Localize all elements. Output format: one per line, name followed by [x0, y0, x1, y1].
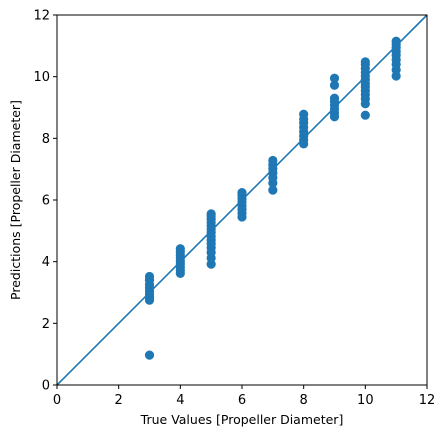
y-tick-label: 10: [33, 70, 50, 85]
y-tick-label: 2: [42, 317, 50, 332]
data-point: [329, 80, 340, 90]
data-point: [144, 350, 155, 360]
identity-reference-line: [56, 14, 428, 386]
y-tick-label: 8: [42, 132, 50, 147]
y-tick-label: 12: [33, 9, 50, 24]
data-point: [299, 109, 309, 119]
points-layer: [144, 36, 401, 360]
x-tick-label: 6: [238, 393, 246, 408]
data-point: [360, 110, 370, 120]
y-axis-ticks: 0 2 4 6 8 10 12: [33, 9, 57, 394]
data-point: [360, 57, 370, 67]
data-point: [268, 155, 278, 166]
x-tick-label: 12: [419, 393, 436, 408]
x-tick-label: 0: [53, 393, 61, 408]
y-tick-label: 0: [42, 379, 50, 394]
x-tick-label: 4: [176, 393, 184, 408]
x-axis-label: True Values [Propeller Diameter]: [140, 412, 344, 427]
data-point: [329, 73, 340, 83]
x-tick-label: 10: [357, 393, 374, 408]
data-point: [391, 36, 401, 46]
x-tick-label: 2: [115, 393, 123, 408]
y-tick-label: 6: [42, 194, 50, 209]
x-tick-label: 8: [300, 393, 308, 408]
x-axis-ticks: 0 2 4 6 8 10 12: [53, 385, 435, 408]
y-tick-label: 4: [42, 255, 50, 270]
y-axis-label: Predictions [Propeller Diameter]: [8, 100, 23, 300]
data-point: [268, 185, 278, 195]
data-point: [329, 93, 340, 103]
data-point: [206, 209, 216, 219]
data-point: [175, 244, 185, 254]
data-point: [237, 188, 247, 198]
data-point: [144, 271, 155, 282]
